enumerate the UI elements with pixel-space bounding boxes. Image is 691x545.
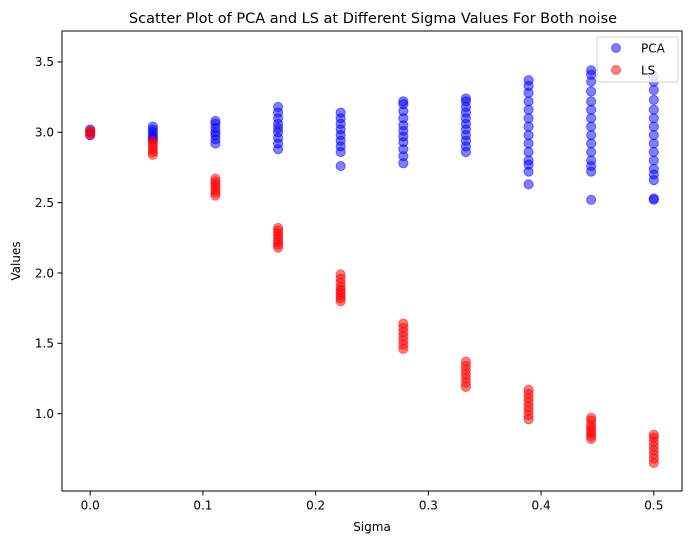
pca-point-63 bbox=[523, 121, 534, 132]
legend-label-ls: LS bbox=[641, 64, 655, 78]
pca-point-77 bbox=[586, 121, 597, 132]
pca-point-95 bbox=[648, 113, 659, 124]
pca-point-81 bbox=[586, 86, 597, 97]
pca-point-62 bbox=[523, 130, 534, 141]
pca-point-96 bbox=[648, 104, 659, 115]
x-tick-label: 0.2 bbox=[306, 499, 325, 513]
y-tick-label: 1.0 bbox=[35, 407, 54, 421]
pca-point-86 bbox=[648, 193, 659, 204]
plot-marks bbox=[85, 65, 659, 468]
ls-point-8 bbox=[147, 135, 158, 146]
y-tick-label: 3.5 bbox=[35, 55, 54, 69]
y-tick-label: 3.0 bbox=[35, 126, 54, 140]
y-tick-label: 1.5 bbox=[35, 337, 54, 351]
pca-point-93 bbox=[648, 130, 659, 141]
pca-point-80 bbox=[586, 96, 597, 107]
legend-frame bbox=[596, 36, 679, 83]
ls-point-32 bbox=[335, 269, 346, 280]
pca-point-65 bbox=[523, 104, 534, 115]
x-axis: 0.0 0.1 0.2 0.3 0.4 0.5 bbox=[81, 491, 663, 513]
pca-point-91 bbox=[648, 146, 659, 158]
pca-point-59 bbox=[523, 155, 534, 166]
pca-point-94 bbox=[648, 121, 659, 132]
x-tick-label: 0.3 bbox=[419, 499, 438, 513]
y-axis-label: Values bbox=[9, 241, 23, 280]
x-tick-label: 0.4 bbox=[532, 499, 551, 513]
legend-marker-pca bbox=[611, 43, 621, 53]
pca-point-56 bbox=[523, 179, 534, 190]
pca-point-69 bbox=[523, 75, 534, 86]
pca-point-33 bbox=[335, 107, 346, 118]
ls-point-70 bbox=[648, 429, 659, 440]
chart-title: Scatter Plot of PCA and LS at Different … bbox=[129, 11, 617, 27]
ls-point-23 bbox=[273, 222, 284, 234]
pca-point-44 bbox=[398, 96, 409, 107]
pca-point-15 bbox=[210, 115, 221, 127]
pca-point-98 bbox=[648, 84, 659, 96]
series-pca bbox=[85, 65, 659, 205]
x-tick-label: 0.5 bbox=[644, 499, 663, 513]
x-tick-label: 0.0 bbox=[81, 499, 100, 513]
y-tick-label: 2.0 bbox=[35, 266, 54, 280]
ls-point-46 bbox=[460, 356, 471, 367]
legend-label-pca: PCA bbox=[641, 42, 666, 56]
pca-point-55 bbox=[460, 93, 471, 104]
y-axis: 1.0 1.5 2.0 2.5 3.0 3.5 bbox=[35, 55, 62, 421]
pca-point-89 bbox=[648, 163, 659, 174]
pca-point-84 bbox=[586, 65, 597, 76]
y-tick-label: 2.5 bbox=[35, 196, 54, 210]
pca-point-24 bbox=[273, 101, 284, 113]
ls-point-2 bbox=[85, 125, 96, 136]
pca-point-70 bbox=[586, 194, 597, 205]
pca-point-79 bbox=[586, 104, 597, 115]
pca-point-90 bbox=[648, 155, 659, 166]
pca-point-78 bbox=[586, 113, 597, 124]
ls-point-15 bbox=[210, 173, 221, 184]
pca-point-25 bbox=[335, 160, 346, 172]
pca-point-64 bbox=[523, 113, 534, 124]
legend: PCA LS bbox=[596, 36, 679, 83]
ls-point-62 bbox=[586, 412, 597, 423]
pca-point-74 bbox=[586, 146, 597, 158]
pca-point-76 bbox=[586, 130, 597, 141]
ls-point-54 bbox=[523, 384, 534, 395]
series-ls bbox=[85, 125, 659, 468]
x-tick-label: 0.1 bbox=[193, 499, 212, 513]
ls-point-39 bbox=[398, 318, 409, 329]
pca-point-97 bbox=[648, 94, 659, 106]
pca-point-60 bbox=[523, 146, 534, 158]
plot-frame bbox=[61, 30, 683, 492]
legend-marker-ls bbox=[611, 65, 621, 75]
pca-point-75 bbox=[586, 138, 597, 149]
pca-point-7 bbox=[147, 121, 158, 132]
pca-point-73 bbox=[586, 155, 597, 166]
x-axis-label: Sigma bbox=[353, 520, 391, 534]
pca-point-61 bbox=[523, 138, 534, 149]
pca-point-66 bbox=[523, 96, 534, 107]
pca-point-92 bbox=[648, 138, 659, 149]
